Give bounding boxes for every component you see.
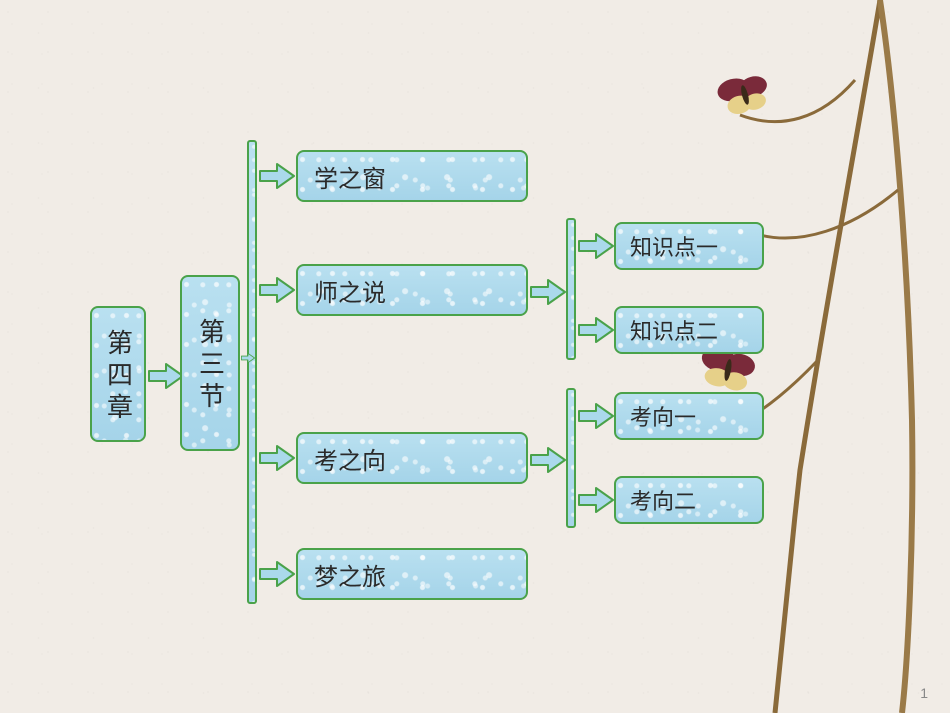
arrow-kaozhixiang-to-kao-bar	[530, 446, 566, 474]
arrow-shizhishuo-to-shi-bar	[530, 278, 566, 306]
node-label: 第四章	[100, 329, 137, 425]
node-label: 梦之旅	[314, 557, 386, 592]
node-label: 师之说	[314, 273, 386, 308]
arrow-section-to-main-bar	[241, 348, 255, 368]
node-shizhishuo[interactable]: 师之说	[296, 264, 528, 316]
arrow-chapter-to-section	[148, 362, 184, 390]
arrow-shi-bar-to-zsd1	[578, 232, 614, 260]
arrow-shi-bar-to-zsd2	[578, 316, 614, 344]
node-label: 学之窗	[314, 159, 386, 194]
node-chapter[interactable]: 第四章	[90, 306, 146, 442]
node-section[interactable]: 第三节	[180, 275, 240, 451]
connector-bar-shi-bar	[566, 218, 576, 360]
page-number: 1	[920, 685, 928, 701]
node-label: 知识点一	[630, 230, 718, 262]
node-label: 考之向	[314, 441, 386, 476]
connector-bar-main-bar	[247, 140, 257, 604]
arrow-main-bar-to-xuezhichuang	[259, 162, 295, 190]
node-zsd2[interactable]: 知识点二	[614, 306, 764, 354]
arrow-main-bar-to-shizhishuo	[259, 276, 295, 304]
node-zsd1[interactable]: 知识点一	[614, 222, 764, 270]
node-label: 第三节	[192, 318, 229, 414]
arrow-kao-bar-to-kx2	[578, 486, 614, 514]
node-mengzhilv[interactable]: 梦之旅	[296, 548, 528, 600]
arrow-kao-bar-to-kx1	[578, 402, 614, 430]
node-label: 考向一	[630, 400, 696, 432]
node-kx1[interactable]: 考向一	[614, 392, 764, 440]
node-kx2[interactable]: 考向二	[614, 476, 764, 524]
connector-bar-kao-bar	[566, 388, 576, 528]
node-label: 考向二	[630, 484, 696, 516]
node-xuezhichuang[interactable]: 学之窗	[296, 150, 528, 202]
node-kaozhixiang[interactable]: 考之向	[296, 432, 528, 484]
arrow-main-bar-to-mengzhilv	[259, 560, 295, 588]
node-label: 知识点二	[630, 314, 718, 346]
arrow-main-bar-to-kaozhixiang	[259, 444, 295, 472]
